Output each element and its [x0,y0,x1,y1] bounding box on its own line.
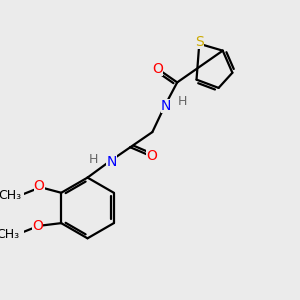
Text: O: O [32,219,43,233]
Text: O: O [152,61,163,76]
Text: N: N [161,99,171,113]
Text: CH₃: CH₃ [0,189,22,202]
Text: H: H [89,153,98,166]
Text: H: H [178,95,188,108]
Text: S: S [195,35,204,50]
Text: O: O [146,148,157,163]
Text: O: O [34,179,45,193]
Text: CH₃: CH₃ [0,228,20,241]
Text: N: N [106,155,117,170]
